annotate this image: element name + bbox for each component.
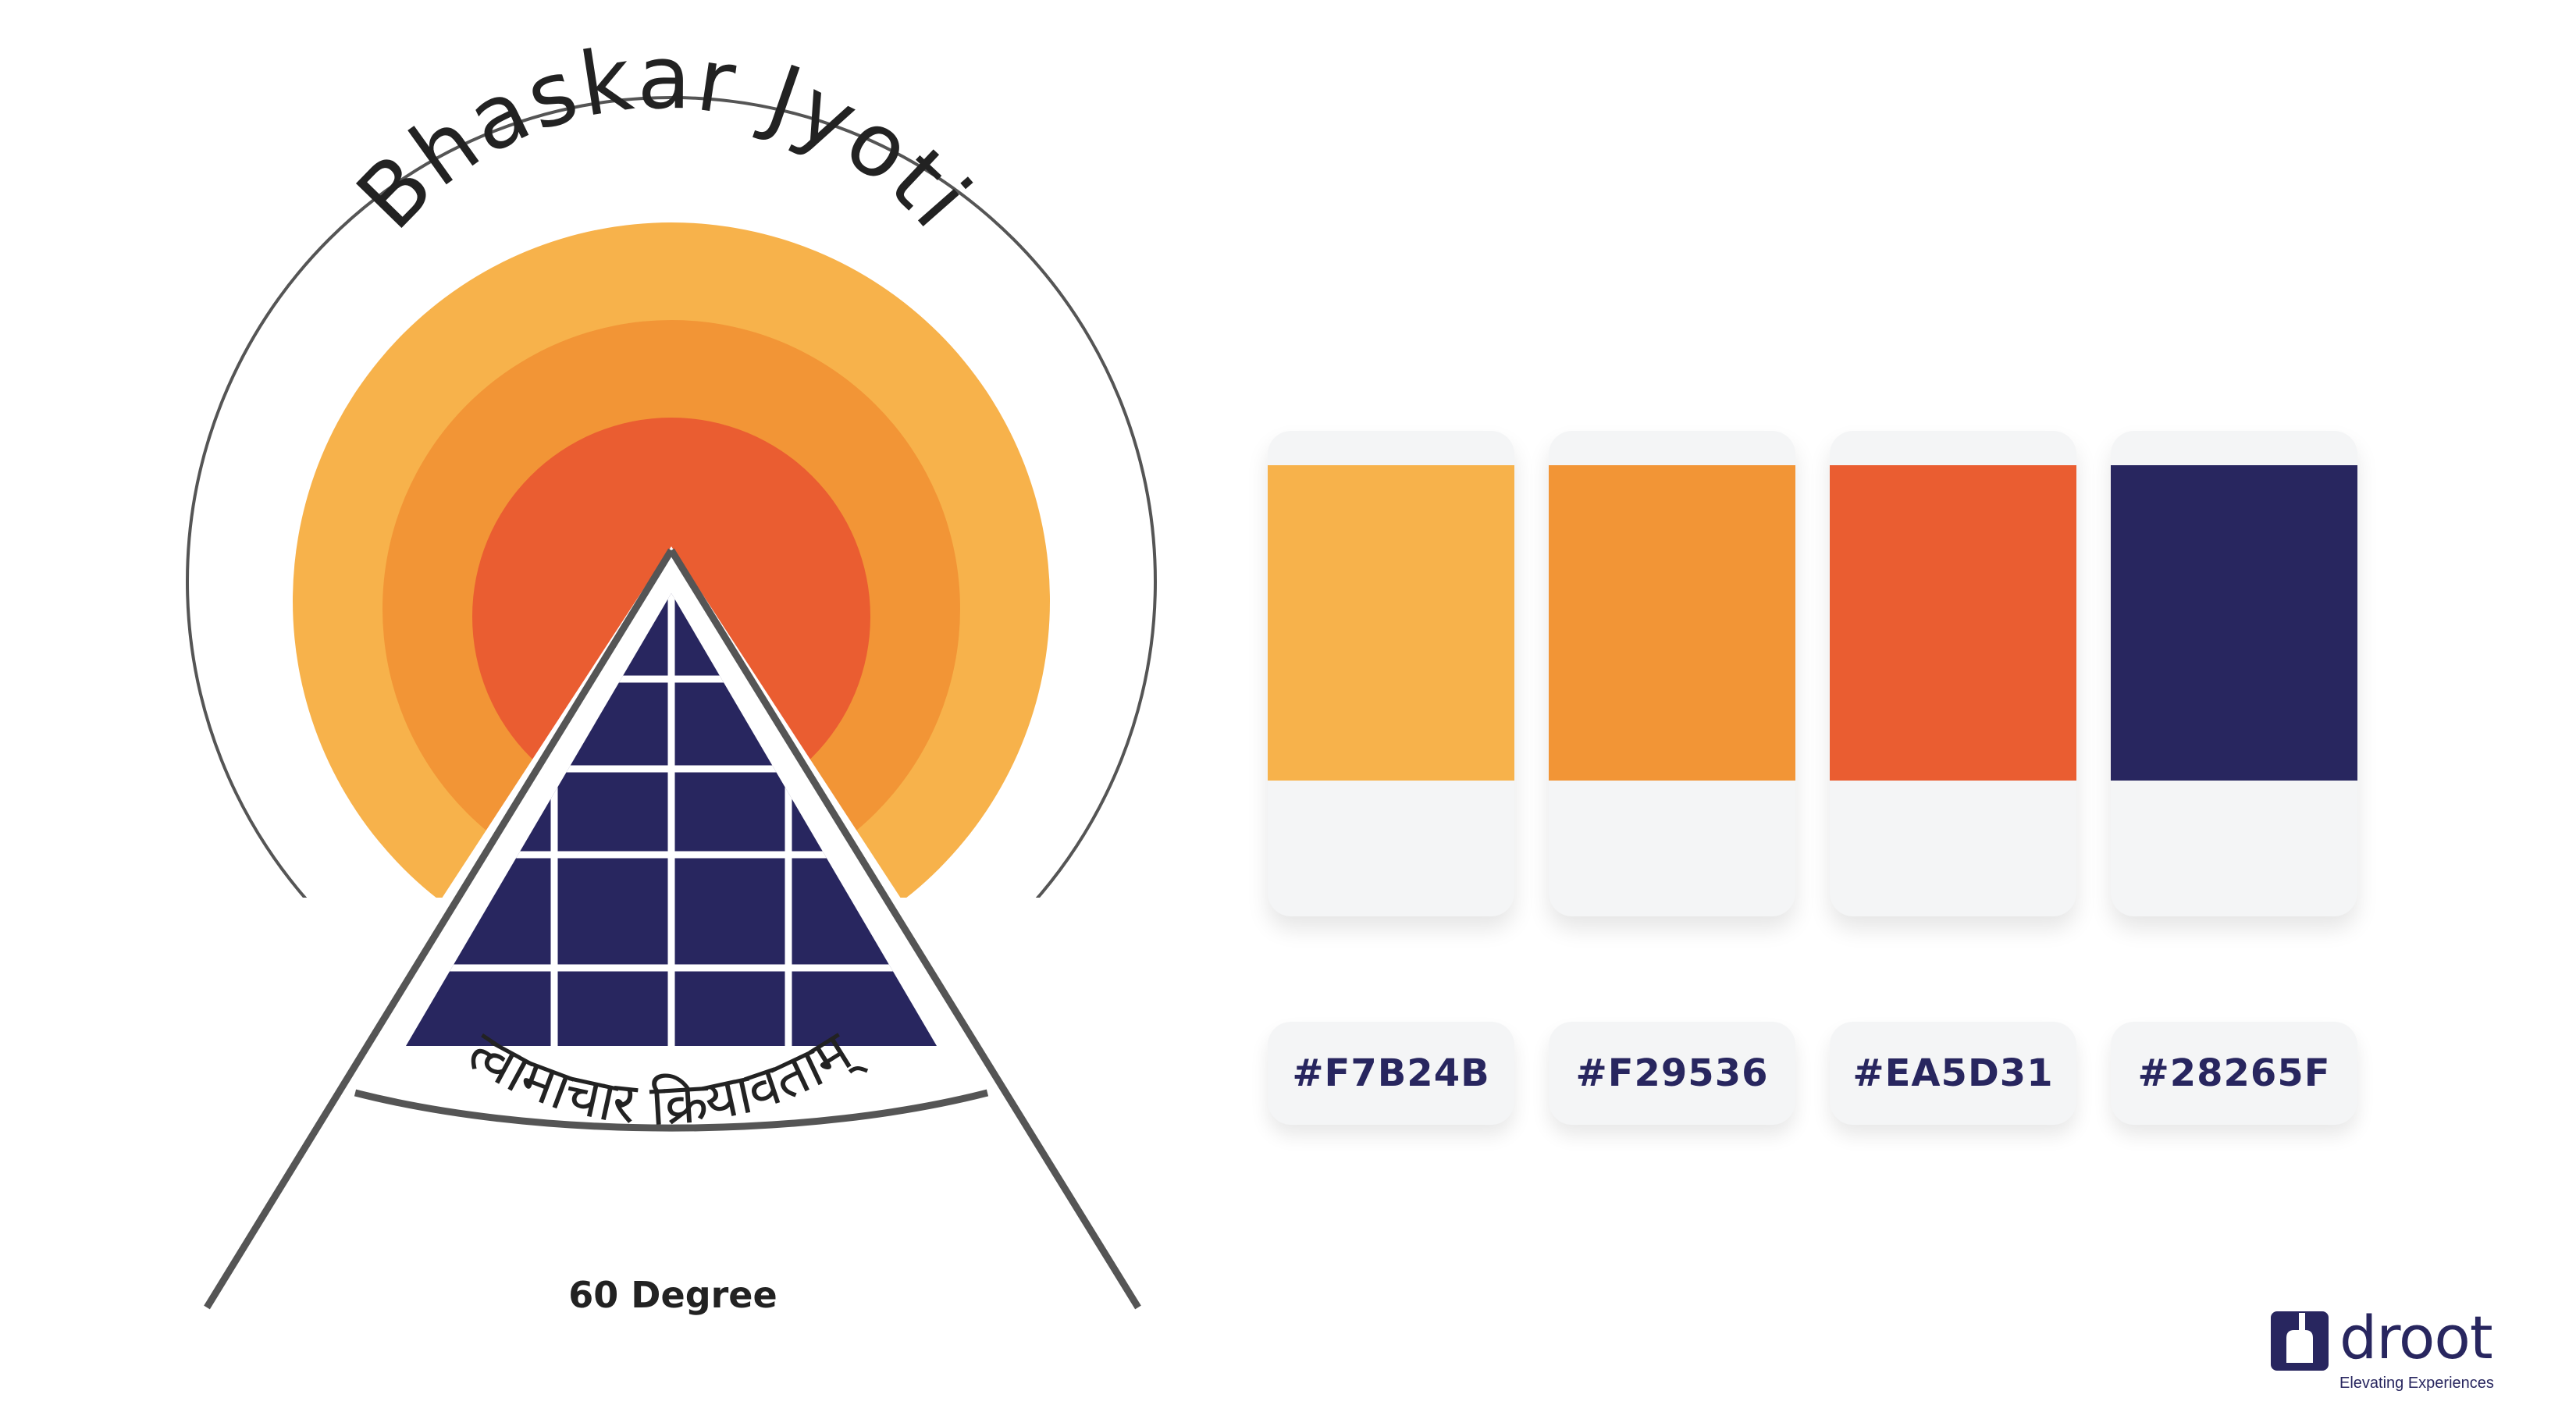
swatch-color-4 — [2111, 465, 2357, 781]
droot-mark-icon — [2271, 1311, 2329, 1371]
hex-label-4: #28265F — [2111, 1022, 2357, 1125]
brand-tagline: Elevating Experiences — [2339, 1375, 2494, 1392]
angle-caption: 60 Degree — [568, 1274, 777, 1316]
hex-label-3: #EA5D31 — [1830, 1022, 2076, 1125]
swatch-color-3 — [1830, 465, 2076, 781]
swatch-color-1 — [1268, 465, 1514, 781]
swatch-card-4 — [2111, 431, 2357, 916]
bhaskar-jyoti-logo: Bhaskar Jyoti त्वामाचार क्रियावताम् — [186, 27, 1157, 1310]
logo-title: Bhaskar Jyoti — [338, 27, 988, 249]
swatch-card-1 — [1268, 431, 1514, 916]
hex-label-1: #F7B24B — [1268, 1022, 1514, 1125]
swatch-card-3 — [1830, 431, 2076, 916]
motto-band-arc — [354, 1089, 989, 1132]
swatch-card-2 — [1549, 431, 1795, 916]
triangle-left-leg — [204, 548, 674, 1310]
svg-text:Bhaskar Jyoti: Bhaskar Jyoti — [338, 27, 991, 249]
swatch-color-2 — [1549, 465, 1795, 781]
brand-logo: droot Elevating Experiences — [2268, 1302, 2502, 1396]
brand-name: droot — [2339, 1303, 2493, 1372]
hex-label-2: #F29536 — [1549, 1022, 1795, 1125]
triangle-right-leg — [668, 548, 1141, 1310]
